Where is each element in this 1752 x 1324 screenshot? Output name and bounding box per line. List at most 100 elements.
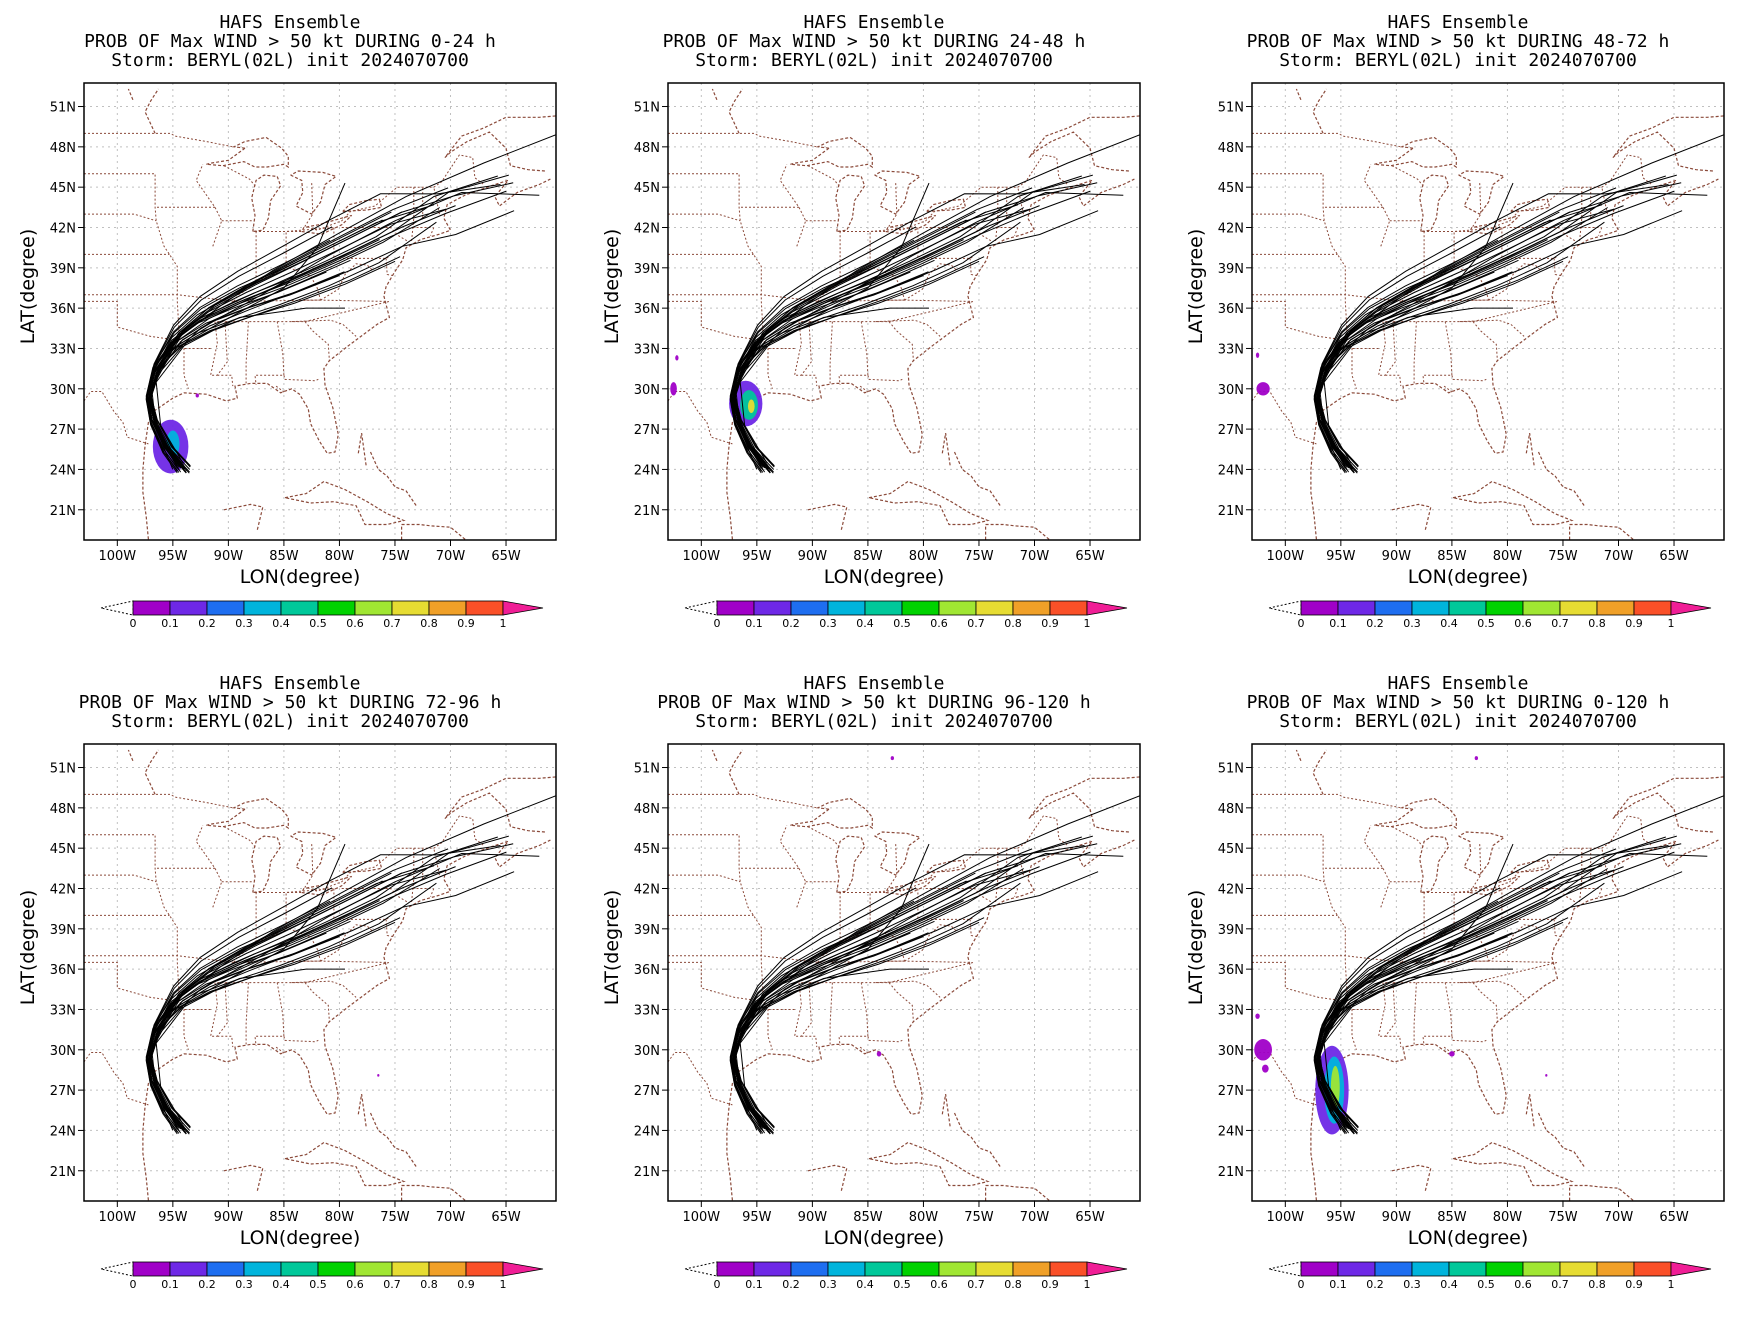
y-tick-label: 24N: [634, 1124, 660, 1139]
x-tick-label: 90W: [798, 549, 828, 564]
probability-region: [675, 355, 679, 361]
ensemble-track: [1314, 239, 1548, 471]
coastline: [1028, 115, 1140, 172]
x-tick-label: 70W: [1020, 1210, 1050, 1225]
ensemble-track: [731, 190, 1091, 467]
colorbar-label: 0.2: [1366, 617, 1384, 630]
ensemble-track: [732, 848, 1033, 1133]
coastline: [127, 749, 134, 762]
y-tick-label: 51N: [634, 762, 660, 777]
colorbar-label: 0.1: [1329, 617, 1347, 630]
colorbar-swatch: [1411, 600, 1450, 616]
y-tick-label: 36N: [634, 963, 660, 978]
state-border: [888, 154, 1069, 231]
ensemble-track: [735, 843, 930, 1131]
state-border: [385, 919, 396, 938]
colorbar-label: 0.9: [457, 617, 475, 630]
x-tick-label: 95W: [1326, 1210, 1356, 1225]
y-tick-label: 42N: [634, 882, 660, 897]
x-tick-label: 95W: [742, 549, 772, 564]
colorbar-label: 0.8: [1004, 1278, 1022, 1291]
state-border: [320, 263, 374, 301]
ensemble-track: [146, 239, 380, 471]
state-border: [209, 321, 218, 376]
ensemble-track: [1318, 871, 1683, 1128]
y-tick-label: 48N: [50, 141, 76, 156]
state-border: [1598, 888, 1603, 897]
ensemble-track: [147, 190, 507, 467]
colorbar-label: 0.3: [819, 1278, 837, 1291]
coastline: [1612, 776, 1724, 833]
y-tick-label: 30N: [50, 383, 76, 398]
coastline: [401, 1184, 467, 1201]
map-area: [668, 744, 1140, 1201]
state-border: [1459, 980, 1525, 998]
state-border: [917, 888, 973, 920]
panel-title-line-1: HAFS Ensemble: [804, 12, 945, 33]
probability-region: [1474, 756, 1479, 761]
state-border: [1252, 391, 1317, 445]
y-axis-label: LAT(degree): [17, 890, 39, 1006]
state-border: [867, 375, 903, 382]
colorbar-low-extension: [1268, 600, 1302, 616]
state-border: [217, 374, 234, 387]
state-border: [291, 980, 357, 998]
ensemble-track: [732, 191, 1124, 467]
colorbar-label: 0.8: [420, 1278, 438, 1291]
ensemble-track: [1316, 260, 1564, 472]
colorbar-swatch: [790, 600, 829, 616]
basemap: [1252, 749, 1724, 1201]
state-border: [1385, 374, 1402, 387]
colorbar-label: 0.9: [1041, 617, 1059, 630]
state-border: [807, 165, 840, 187]
state-border: [1252, 132, 1401, 148]
probability-region: [890, 756, 895, 761]
colorbar-low-extension: [1268, 1261, 1302, 1277]
state-border: [84, 173, 189, 389]
x-tick-label: 75W: [964, 549, 994, 564]
colorbar-swatch: [1633, 1261, 1672, 1277]
probability-region: [1449, 1051, 1455, 1057]
state-border: [875, 319, 941, 337]
y-tick-label: 39N: [50, 923, 76, 938]
coastline: [926, 859, 967, 873]
y-tick-label: 33N: [634, 1003, 660, 1018]
ensemble-track: [732, 187, 1033, 472]
coastline: [342, 859, 383, 873]
ensemble-track: [148, 921, 396, 1133]
state-border: [304, 154, 485, 231]
colorbar-swatch: [901, 600, 940, 616]
x-tick-label: 80W: [325, 1210, 355, 1225]
colorbar-label: 0.8: [1588, 1278, 1606, 1291]
coastline: [444, 115, 556, 172]
state-border: [304, 321, 330, 361]
state-border: [1598, 227, 1603, 236]
ensemble-track: [1315, 190, 1675, 467]
x-tick-label: 80W: [909, 1210, 939, 1225]
coastline: [444, 776, 556, 833]
coastline: [728, 749, 743, 795]
colorbar-label: 0.2: [782, 1278, 800, 1291]
colorbar-swatch: [428, 1261, 467, 1277]
state-border: [668, 173, 773, 389]
coastline: [874, 170, 922, 215]
y-tick-label: 21N: [1218, 504, 1244, 519]
colorbar-swatch: [975, 600, 1014, 616]
state-border: [84, 961, 180, 1002]
colorbar-label: 0.6: [1514, 1278, 1532, 1291]
y-tick-label: 39N: [50, 262, 76, 277]
colorbar-label: 1: [1668, 617, 1675, 630]
coastline: [1469, 214, 1521, 235]
state-border: [217, 1035, 234, 1048]
colorbar-label: 0.9: [457, 1278, 475, 1291]
colorbar-label: 0.7: [1551, 617, 1569, 630]
coastline: [1295, 749, 1302, 762]
colorbar-label: 0: [1298, 1278, 1305, 1291]
state-border: [668, 391, 733, 445]
y-tick-label: 30N: [634, 1044, 660, 1059]
state-border: [801, 374, 818, 387]
x-tick-label: 90W: [214, 1210, 244, 1225]
state-border: [1385, 961, 1558, 984]
state-border: [839, 227, 918, 232]
coastline: [223, 1164, 264, 1192]
